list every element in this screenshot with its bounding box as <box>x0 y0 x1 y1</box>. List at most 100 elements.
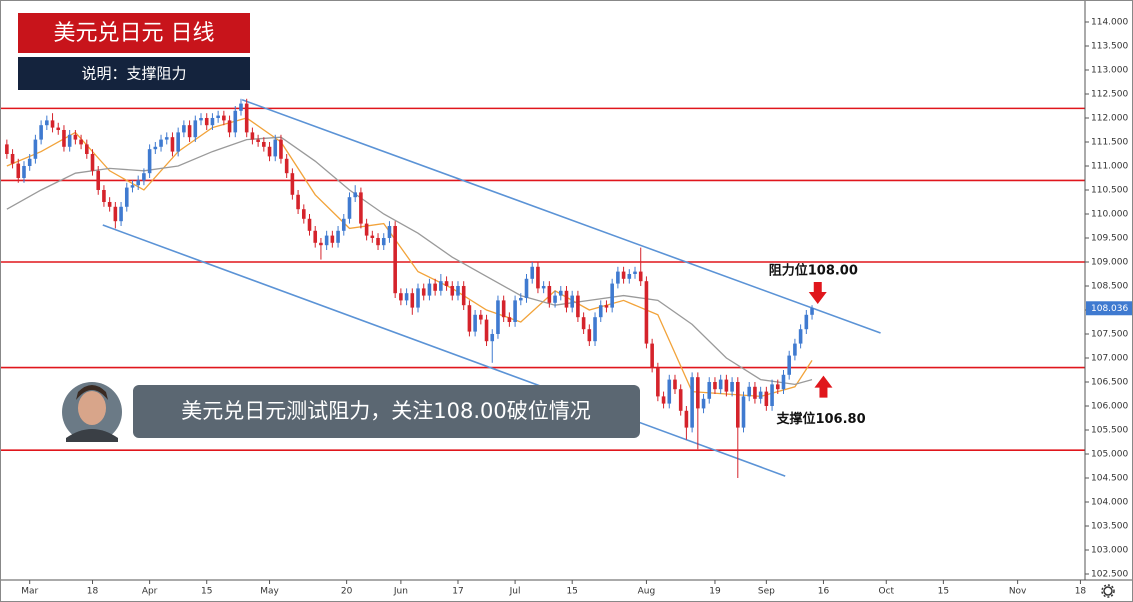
candle-body <box>233 110 238 133</box>
candle-body <box>336 230 340 243</box>
candle-body <box>353 192 357 198</box>
y-tick-label: 110.000 <box>1091 209 1128 219</box>
candle-body <box>536 266 540 289</box>
x-tick-label: 15 <box>201 587 212 597</box>
y-tick-label: 105.000 <box>1091 449 1128 459</box>
candle-body <box>210 117 215 126</box>
x-tick-label: Jun <box>393 587 408 597</box>
candle-body <box>250 132 255 140</box>
candle-body <box>558 290 563 296</box>
candle-body <box>616 271 620 284</box>
candle-body <box>27 158 32 166</box>
candle-body <box>370 235 375 238</box>
candle-body <box>62 129 66 147</box>
candle-body <box>553 295 557 303</box>
candle-body <box>576 295 580 318</box>
candle-body <box>364 223 369 236</box>
candle-body <box>147 149 152 174</box>
y-tick-label: 109.500 <box>1091 233 1128 243</box>
subtitle: 说明：支撑阻力 <box>81 65 186 83</box>
candle-body <box>267 146 272 157</box>
candle-body <box>216 115 220 118</box>
candle-body <box>393 225 397 294</box>
candle-body <box>678 389 683 411</box>
candle-body <box>439 281 443 291</box>
candle-body <box>239 103 243 111</box>
candle-body <box>513 300 517 322</box>
candle-body <box>45 120 49 126</box>
y-tick-label: 106.500 <box>1091 377 1128 387</box>
caption: 美元兑日元测试阻力，关注108.00破位情况 <box>181 399 590 423</box>
candle-body <box>524 278 529 298</box>
candle-body <box>781 374 786 390</box>
candle-body <box>96 170 101 190</box>
candle-body <box>136 180 140 186</box>
candle-body <box>730 381 734 392</box>
annotation: 阻力位108.00 <box>769 262 858 304</box>
gear-teeth[interactable] <box>1101 584 1115 598</box>
annotation-label: 支撑位106.80 <box>775 411 865 427</box>
candle-body <box>718 379 723 390</box>
candle-body <box>102 189 106 202</box>
candle-body <box>290 173 295 195</box>
settings-icon[interactable] <box>1101 584 1115 598</box>
y-tick-label: 103.500 <box>1091 521 1128 531</box>
candle-body <box>621 271 626 279</box>
candle-body <box>530 266 535 279</box>
avatar-face <box>78 391 106 425</box>
candle-body <box>302 209 306 219</box>
annotation-label: 阻力位108.00 <box>769 262 858 278</box>
candle-body <box>22 165 26 178</box>
candle-body <box>107 201 112 207</box>
candle-body <box>124 187 129 207</box>
y-tick-label: 108.500 <box>1091 281 1128 291</box>
avatar-shirt <box>66 429 118 442</box>
candle-body <box>90 153 95 171</box>
y-tick-label: 109.000 <box>1091 257 1128 267</box>
last-price-box <box>1086 301 1132 316</box>
candle-body <box>130 185 135 188</box>
candle-body <box>467 305 472 332</box>
candle-body <box>421 288 426 296</box>
gear[interactable] <box>1103 586 1113 596</box>
trend-line <box>241 98 881 334</box>
candle-body <box>633 271 637 274</box>
y-tick-label: 103.000 <box>1091 545 1128 555</box>
arrow-up <box>814 375 833 398</box>
candle-body <box>56 127 61 130</box>
x-tick-label: Apr <box>142 587 158 597</box>
candle-body <box>176 132 180 152</box>
candle-body <box>741 396 746 428</box>
candle-body <box>347 197 352 219</box>
candle-body <box>376 237 380 246</box>
y-tick-label: 113.500 <box>1091 41 1128 51</box>
x-tick-label: 15 <box>566 587 577 597</box>
candle-body <box>650 343 654 368</box>
candle-body <box>387 225 392 238</box>
x-tick-label: 19 <box>709 587 721 597</box>
candle-body <box>519 297 523 301</box>
y-tick-label: 104.000 <box>1091 497 1128 507</box>
candle-body <box>793 343 797 356</box>
candle-body <box>581 317 586 330</box>
subtitle-box <box>18 57 250 90</box>
trend-line <box>102 224 786 477</box>
title-box <box>18 13 250 53</box>
candle-body <box>724 379 729 392</box>
x-tick-label: May <box>260 587 279 597</box>
candle-body <box>804 314 809 330</box>
candle-body <box>667 379 672 404</box>
candle-body <box>10 153 15 164</box>
candle-body <box>16 163 21 178</box>
candle-body <box>262 141 266 147</box>
candle-body <box>479 314 483 320</box>
candle-body <box>142 173 146 181</box>
candle-body <box>627 273 632 279</box>
candle-body <box>222 115 226 121</box>
candle-body <box>638 271 643 282</box>
x-tick-label: Nov <box>1009 587 1027 597</box>
candle-body <box>701 398 706 409</box>
y-tick-label: 112.000 <box>1091 113 1128 123</box>
candle-body <box>450 285 455 296</box>
